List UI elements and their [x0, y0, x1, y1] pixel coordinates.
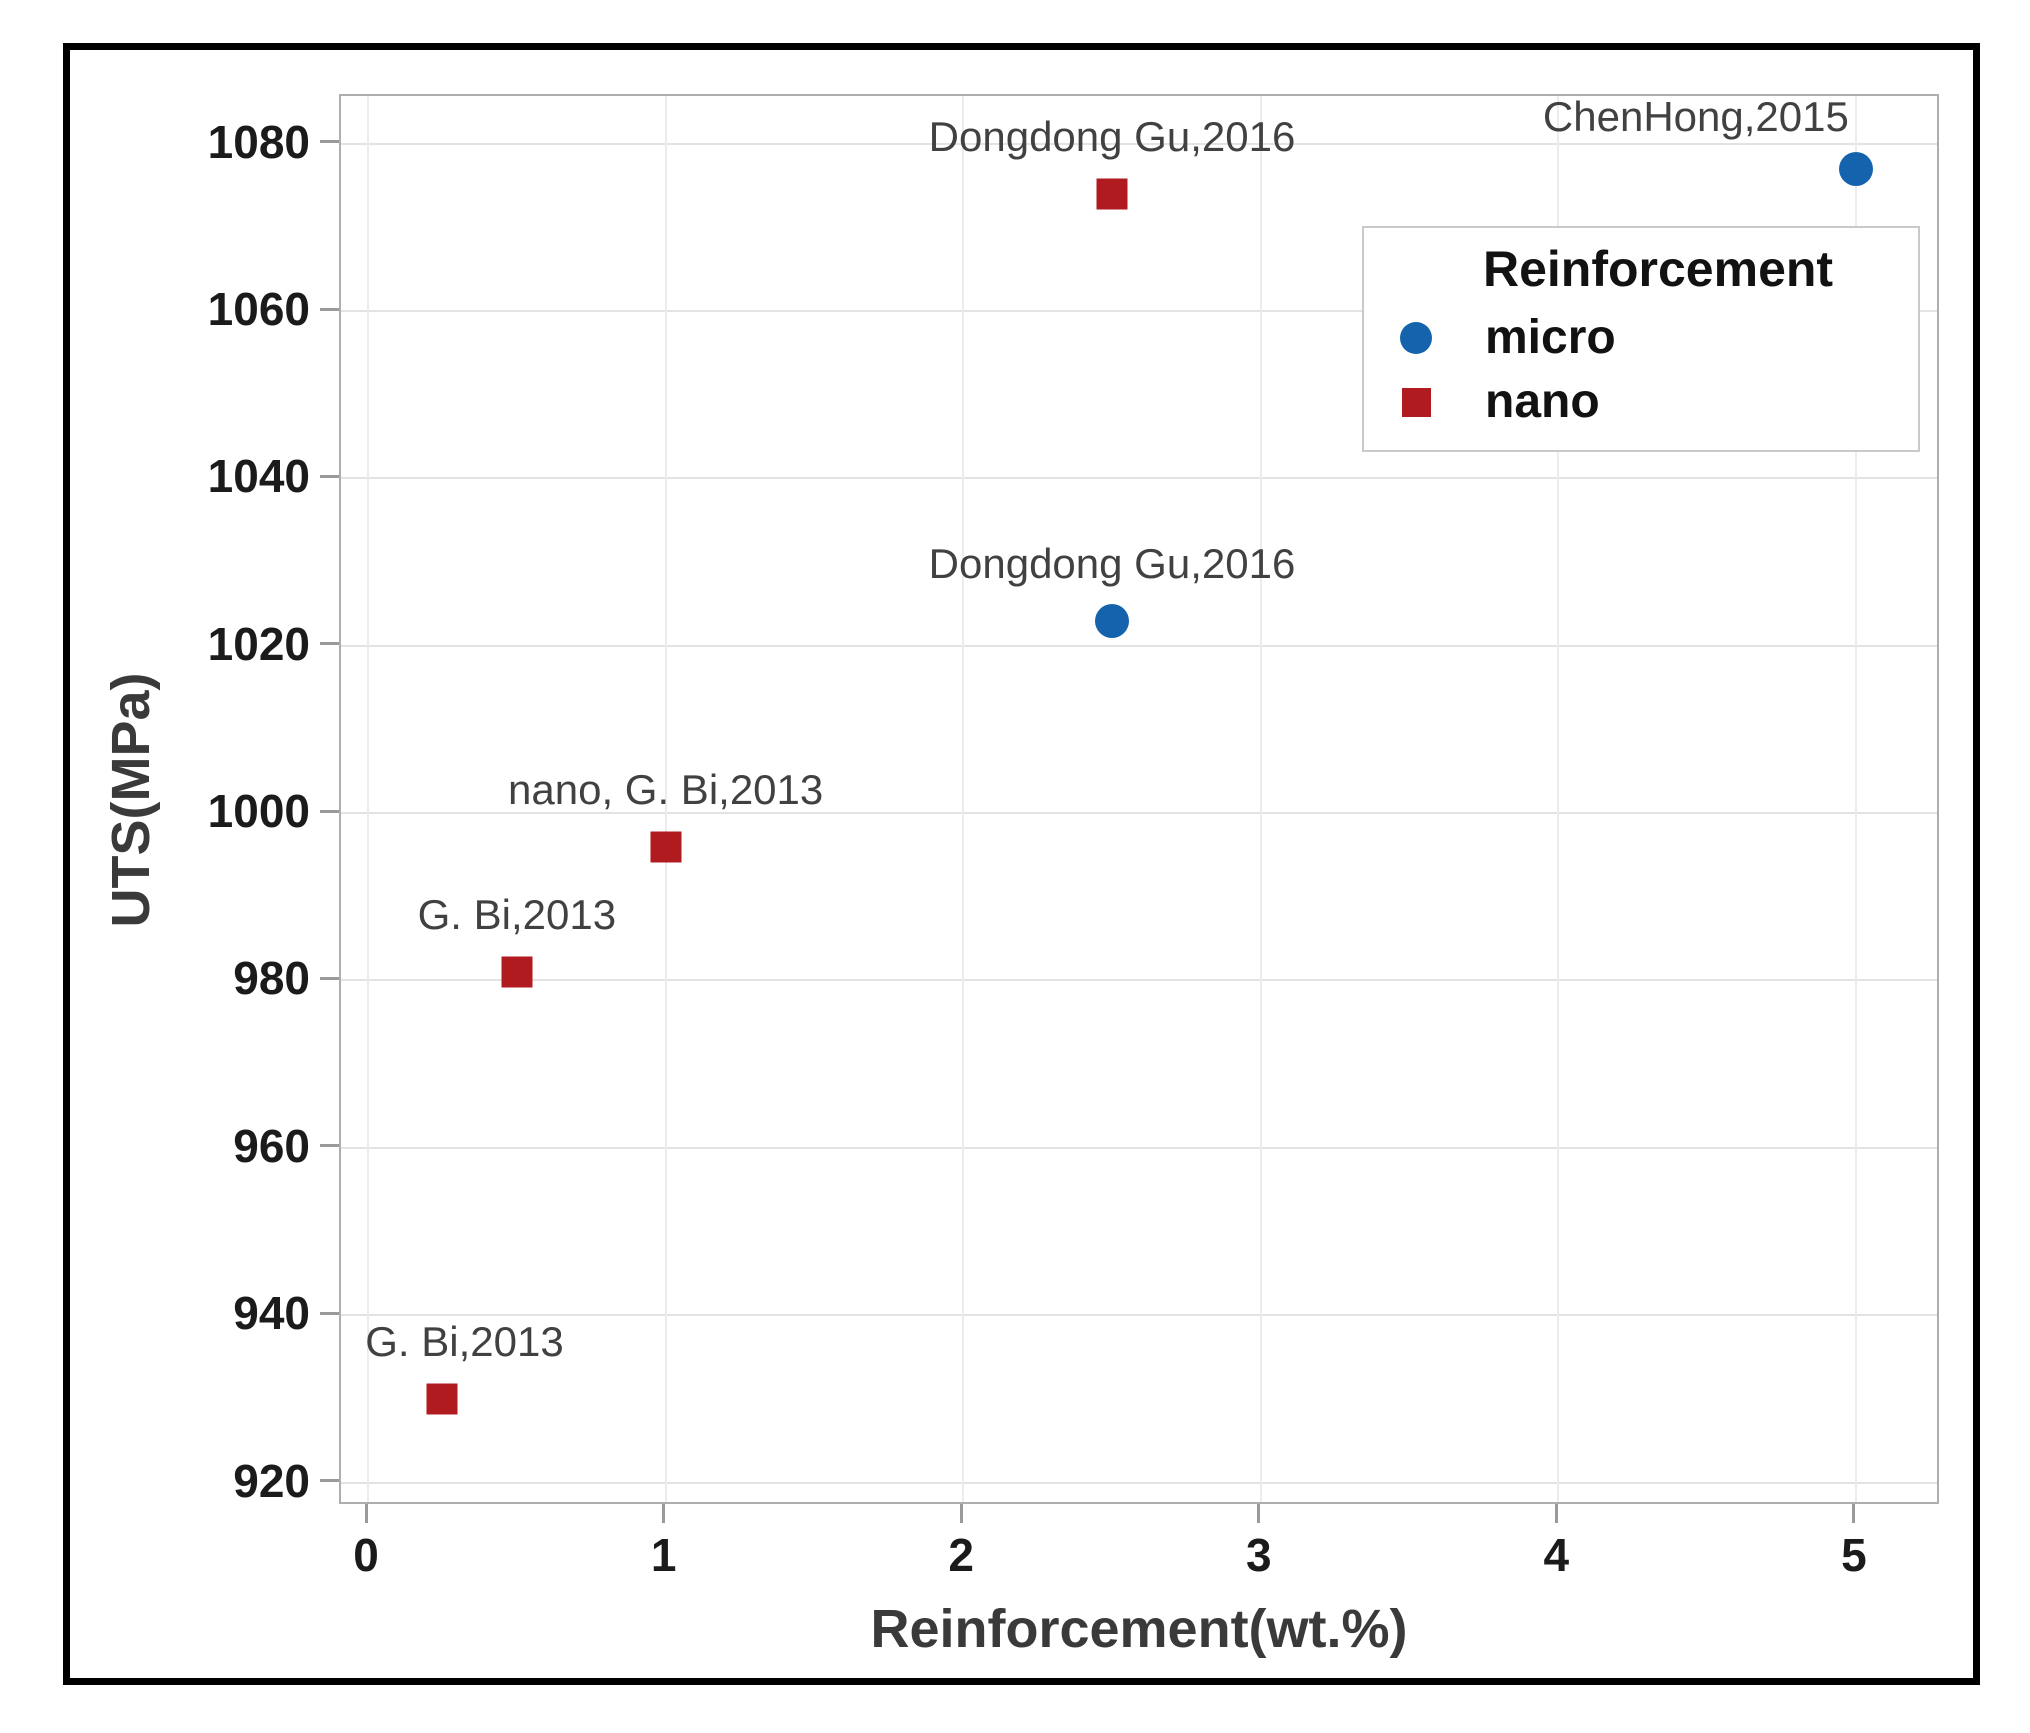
y-tick-mark — [320, 1479, 339, 1483]
y-tick-label: 1040 — [207, 450, 310, 503]
x-tick-mark — [1257, 1504, 1261, 1523]
y-tick-mark — [320, 976, 339, 980]
data-point-nano — [1096, 178, 1128, 210]
data-point-micro — [1094, 603, 1129, 638]
y-tick-label: 980 — [233, 952, 310, 1005]
x-tick-mark — [364, 1504, 368, 1523]
x-tick-mark — [662, 1504, 666, 1523]
x-tick-label: 0 — [353, 1529, 379, 1581]
grid-line-horizontal — [341, 1314, 1937, 1317]
y-tick-label: 960 — [233, 1119, 310, 1172]
data-point-label: G. Bi,2013 — [365, 1317, 564, 1365]
data-point-label: Dongdong Gu,2016 — [928, 112, 1296, 160]
y-tick-mark — [320, 642, 339, 646]
grid-line-horizontal — [341, 1146, 1937, 1149]
legend-item: micro — [1364, 306, 1918, 370]
grid-line-horizontal — [341, 644, 1937, 647]
legend-marker-nano — [1398, 384, 1434, 420]
grid-line-horizontal — [341, 812, 1937, 815]
x-tick-mark — [959, 1504, 963, 1523]
grid-line-vertical — [1557, 96, 1560, 1502]
grid-line-horizontal — [341, 142, 1937, 145]
y-tick-mark — [320, 307, 339, 311]
y-tick-label: 1080 — [207, 115, 310, 168]
x-tick-label: 1 — [650, 1529, 677, 1581]
data-point-nano — [650, 831, 682, 863]
y-tick-label: 940 — [233, 1287, 310, 1340]
y-axis-title: UTS(MPa) — [101, 672, 161, 928]
y-tick-label: 1000 — [207, 785, 310, 838]
square-marker-icon — [1401, 387, 1431, 417]
data-point-label: Dongdong Gu,2016 — [928, 539, 1296, 587]
legend-title: Reinforcement — [1483, 241, 1834, 297]
grid-line-vertical — [1854, 96, 1857, 1502]
y-tick-label: 920 — [233, 1454, 310, 1507]
y-tick-mark — [320, 1144, 339, 1148]
data-point-label: G. Bi,2013 — [417, 891, 617, 939]
data-point-nano — [426, 1383, 458, 1415]
grid-line-horizontal — [341, 1481, 1937, 1484]
legend-item-label: nano — [1485, 375, 1600, 428]
grid-line-vertical — [1259, 96, 1262, 1502]
grid-line-horizontal — [341, 477, 1937, 480]
x-tick-label: 4 — [1543, 1529, 1570, 1581]
grid-line-horizontal — [341, 979, 1937, 982]
x-tick-mark — [1554, 1504, 1558, 1523]
legend: Reinforcement micro nano — [1362, 226, 1920, 452]
x-tick-mark — [1852, 1504, 1856, 1523]
y-tick-mark — [320, 140, 339, 144]
x-tick-label: 2 — [948, 1529, 974, 1581]
y-tick-mark — [320, 1311, 339, 1315]
grid-line-horizontal — [341, 310, 1937, 313]
y-tick-label: 1060 — [207, 283, 310, 336]
y-tick-label: 1020 — [207, 617, 310, 670]
circle-marker-icon — [1400, 322, 1432, 354]
legend-item-label: micro — [1485, 311, 1616, 364]
x-axis-title: Reinforcement(wt.%) — [870, 1599, 1408, 1659]
grid-line-vertical — [664, 96, 667, 1502]
y-tick-mark — [320, 474, 339, 478]
x-tick-label: 3 — [1245, 1529, 1272, 1581]
y-tick-mark — [320, 809, 339, 813]
legend-marker-micro — [1398, 320, 1434, 356]
data-point-micro — [1838, 151, 1873, 186]
data-point-nano — [501, 956, 533, 988]
grid-line-vertical — [962, 96, 965, 1502]
data-point-label: ChenHong,2015 — [1542, 92, 1849, 140]
data-point-label: nano, G. Bi,2013 — [508, 765, 824, 813]
grid-line-vertical — [367, 96, 370, 1502]
x-tick-label: 5 — [1841, 1529, 1867, 1581]
legend-items: micro nano — [1364, 306, 1918, 434]
legend-item: nano — [1364, 370, 1918, 434]
